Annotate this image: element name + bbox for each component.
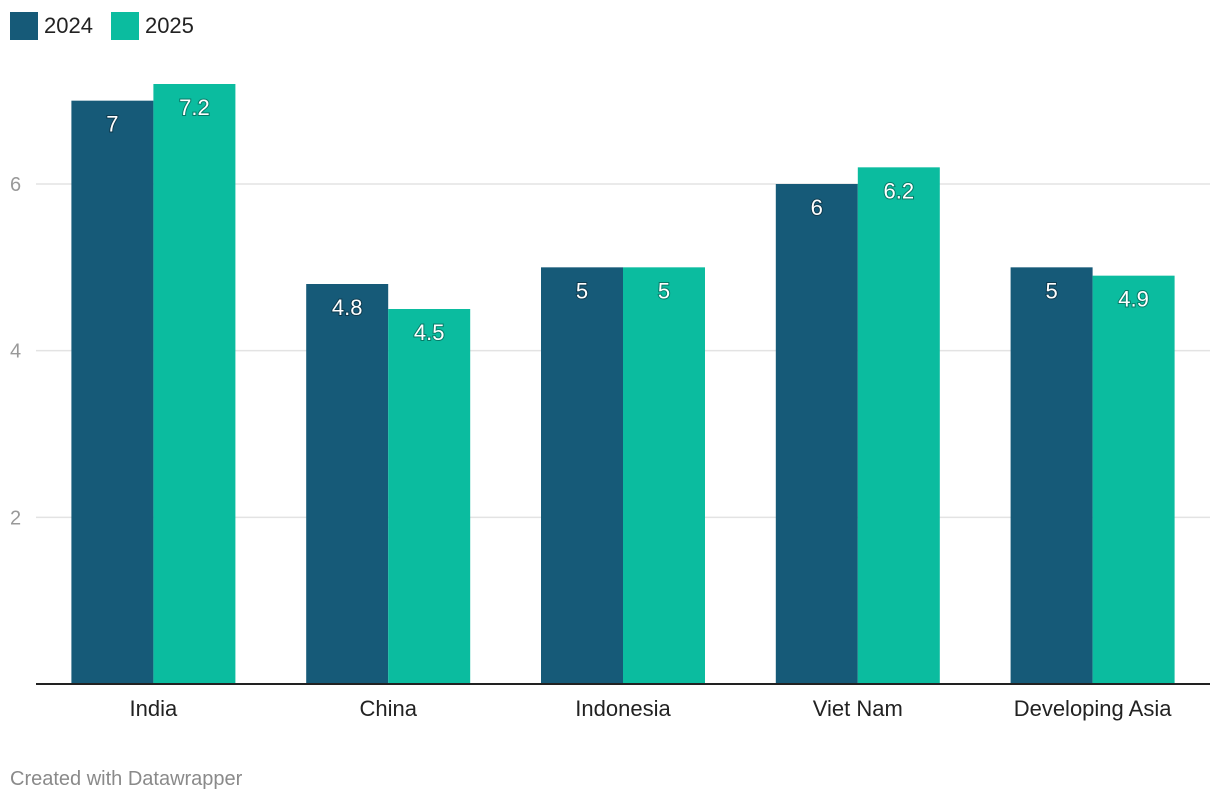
data-label-indonesia-2024: 5	[576, 278, 588, 303]
data-label-developing-asia-2024: 5	[1045, 278, 1057, 303]
legend-swatch-2025	[110, 12, 139, 40]
category-label-india: India	[130, 696, 178, 721]
bar-indonesia-2025	[623, 267, 705, 684]
credit-text: Created with Datawrapper	[10, 768, 243, 790]
legend-swatch-2024	[10, 12, 38, 40]
y-tick-label-2: 2	[10, 507, 21, 529]
legend-item-2025: 2025	[110, 12, 194, 40]
bar-indonesia-2024	[541, 267, 623, 684]
category-label-viet-nam: Viet Nam	[813, 696, 903, 721]
legend-item-2024: 2024	[10, 12, 93, 40]
bar-developing-asia-2024	[1010, 267, 1093, 684]
category-label-indonesia: Indonesia	[575, 696, 671, 721]
bar-china-2025	[388, 309, 471, 684]
data-label-developing-asia-2025: 4.9	[1118, 287, 1149, 312]
legend-label-2025: 2025	[144, 13, 194, 38]
data-label-viet-nam-2025: 6.2	[884, 178, 915, 203]
data-label-china-2024: 4.8	[332, 295, 363, 320]
chart-legend: 2024 2025	[10, 12, 212, 40]
data-label-indonesia-2025: 5	[658, 278, 670, 303]
y-tick-label-6: 6	[10, 174, 21, 196]
category-label-china: China	[359, 696, 417, 721]
bar-viet-nam-2024	[775, 184, 858, 684]
legend-label-2024: 2024	[44, 13, 93, 38]
bar-viet-nam-2025	[857, 167, 940, 685]
data-label-viet-nam-2024: 6	[811, 195, 823, 220]
y-tick-label-4: 4	[10, 341, 21, 363]
bar-india-2025	[153, 84, 236, 684]
category-label-developing-asia: Developing Asia	[1014, 696, 1173, 721]
bar-india-2024	[71, 100, 154, 684]
data-label-india-2025: 7.2	[179, 95, 210, 120]
data-label-china-2025: 4.5	[414, 320, 445, 345]
bar-developing-asia-2025	[1092, 275, 1175, 684]
bar-china-2024	[306, 284, 389, 684]
data-label-india-2024: 7	[106, 112, 118, 137]
